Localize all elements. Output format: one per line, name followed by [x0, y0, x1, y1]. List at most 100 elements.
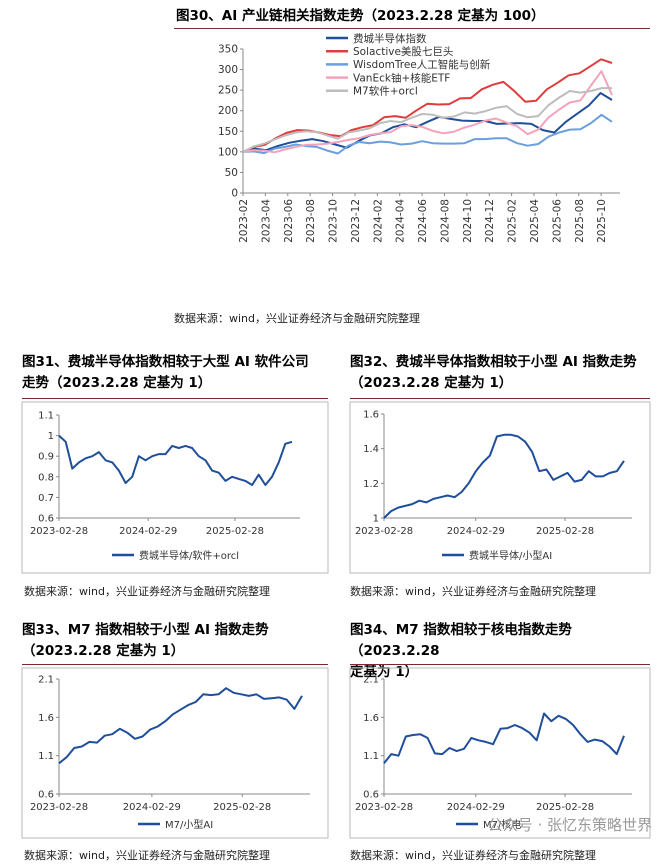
x-tick-label: 2025-02-28 — [213, 802, 271, 813]
x-tick-label: 2025-06 — [551, 199, 563, 243]
chart31-source: 数据来源：wind，兴业证券经济与金融研究院整理 — [24, 585, 271, 598]
chart31-title-line2: 走势（2023.2.28 定基为 1） — [22, 375, 212, 391]
y-tick-label: 2.1 — [363, 675, 379, 686]
series-line-1 — [58, 434, 293, 486]
y-tick-label: 0.6 — [38, 514, 54, 525]
y-tick-label: 1.6 — [38, 713, 54, 724]
x-tick-label: 2025-02 — [507, 199, 519, 243]
y-tick-label: 1 — [48, 431, 54, 442]
y-tick-label: 350 — [218, 44, 238, 56]
x-tick-label: 2025-04 — [529, 199, 541, 243]
x-tick-label: 2023-04 — [260, 199, 272, 243]
series-line-4 — [242, 70, 613, 154]
legend-label-4: VanEck铀+核能ETF — [353, 71, 450, 84]
x-tick-label: 2024-10 — [462, 199, 474, 243]
y-tick-label: 1 — [373, 514, 379, 525]
chart30-title-rule — [174, 28, 650, 29]
y-tick-label: 0.6 — [363, 790, 379, 801]
y-tick-label: 1.1 — [38, 411, 54, 422]
y-tick-label: 0.7 — [38, 493, 54, 504]
legend-label-3: WisdomTree人工智能与创新 — [353, 58, 491, 71]
x-tick-label: 2024-12 — [484, 199, 496, 243]
chart32-title-line1: 图32、费城半导体指数相较于小型 AI 指数走势 — [350, 354, 637, 370]
chart30-svg: 0 50 100 150 200 250 300 350 2023-02 2023-04 2023-… — [218, 32, 620, 243]
chart33-source: 数据来源：wind，兴业证券经济与金融研究院整理 — [24, 849, 271, 862]
chart-frame — [349, 401, 651, 574]
chart34-title-line1: 图34、M7 指数相较于核电指数走势（2023.2.28 — [350, 622, 572, 659]
chart32-title: 图32、费城半导体指数相较于小型 AI 指数走势 （2023.2.28 定基为 … — [350, 352, 650, 394]
chart31-title-rule — [22, 398, 328, 399]
y-tick-label: 50 — [225, 167, 238, 179]
chart33-title-line2: （2023.2.28 定基为 1） — [22, 643, 185, 659]
chart32-title-rule — [350, 398, 650, 399]
chart31-title-line1: 图31、费城半导体指数相较于大型 AI 软件公司 — [22, 354, 309, 370]
y-tick-label: 200 — [218, 105, 238, 117]
y-tick-label: 150 — [218, 126, 238, 138]
y-tick-label: 0.9 — [38, 452, 54, 463]
watermark-text: 公众号 · 张忆东策略世界 — [487, 816, 652, 834]
series-line-2 — [242, 58, 613, 153]
legend-label-1: 费城半导体/软件+orcl — [139, 549, 239, 562]
x-tick-label: 2024-02-29 — [447, 802, 505, 813]
y-tick-label: 0.8 — [38, 472, 54, 483]
chart34-title-rule — [350, 664, 650, 665]
y-tick-label: 2.1 — [38, 675, 54, 686]
y-tick-label: 100 — [218, 146, 238, 158]
chart30-title: 图30、AI 产业链相关指数走势（2023.2.28 定基为 100） — [176, 8, 545, 24]
legend-label-1: 费城半导体/小型AI — [469, 549, 552, 562]
y-tick-label: 0.6 — [38, 790, 54, 801]
chart-frame — [21, 667, 329, 839]
chart31-title: 图31、费城半导体指数相较于大型 AI 软件公司 走势（2023.2.28 定基… — [22, 352, 328, 394]
legend-label-1: M7/核电 — [483, 818, 521, 831]
series-line-1 — [242, 92, 613, 153]
chart32-title-line2: （2023.2.28 定基为 1） — [350, 375, 513, 391]
series-line-1 — [58, 687, 303, 765]
y-tick-label: 300 — [218, 64, 238, 76]
x-tick-label: 2025-08 — [574, 199, 586, 243]
x-tick-label: 2025-02-28 — [206, 526, 264, 537]
legend-label-5: M7软件+orcl — [353, 85, 418, 98]
series-line-5 — [242, 87, 612, 153]
x-tick-label: 2025-02-28 — [536, 802, 594, 813]
chart34-source: 数据来源：wind，兴业证券经济与金融研究院整理 — [350, 849, 597, 862]
y-tick-label: 1.6 — [363, 713, 379, 724]
x-tick-label: 2023-02-28 — [30, 526, 88, 537]
y-tick-label: 0 — [231, 188, 238, 200]
series-line-1 — [383, 712, 625, 764]
chart-frame — [349, 667, 651, 839]
chart32-source: 数据来源：wind，兴业证券经济与金融研究院整理 — [350, 585, 597, 598]
x-tick-label: 2023-02-28 — [30, 802, 88, 813]
x-tick-label: 2023-06 — [283, 199, 295, 243]
legend-label-2: Solactive美股七巨头 — [353, 45, 453, 58]
x-tick-label: 2024-08 — [439, 199, 451, 243]
x-tick-label: 2025-02-28 — [536, 526, 594, 537]
x-tick-label: 2023-02 — [238, 199, 250, 243]
x-tick-label: 2024-02 — [372, 199, 384, 243]
chart30-source: 数据来源：wind，兴业证券经济与金融研究院整理 — [174, 312, 421, 325]
x-tick-label: 2024-02-29 — [447, 526, 505, 537]
x-tick-label: 2024-06 — [417, 199, 429, 243]
x-tick-label: 2024-02-29 — [123, 802, 181, 813]
series-line-1 — [383, 433, 625, 519]
x-tick-label: 2025-10 — [596, 199, 608, 243]
x-tick-label: 2024-04 — [395, 199, 407, 243]
chart33-title-line1: 图33、M7 指数相较于小型 AI 指数走势 — [22, 622, 269, 638]
y-tick-label: 1.1 — [363, 751, 379, 762]
x-tick-label: 2023-12 — [350, 199, 362, 243]
legend-label-1: 费城半导体指数 — [353, 32, 427, 45]
y-tick-label: 250 — [218, 85, 238, 97]
chart33-title-rule — [22, 664, 328, 665]
x-tick-label: 2023-10 — [328, 199, 340, 243]
y-tick-label: 1.6 — [363, 410, 379, 421]
x-tick-label: 2023-02-28 — [355, 802, 413, 813]
y-tick-label: 1.2 — [363, 479, 379, 490]
y-tick-label: 1.1 — [38, 751, 54, 762]
chart-frame — [21, 401, 329, 574]
x-tick-label: 2023-08 — [305, 199, 317, 243]
chart33-title: 图33、M7 指数相较于小型 AI 指数走势 （2023.2.28 定基为 1） — [22, 620, 328, 662]
x-tick-label: 2024-02-29 — [119, 526, 177, 537]
